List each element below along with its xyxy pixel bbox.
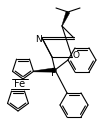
Polygon shape	[62, 11, 70, 26]
Text: Fe: Fe	[14, 79, 26, 89]
Text: P: P	[51, 68, 57, 78]
Text: N: N	[35, 35, 41, 45]
Polygon shape	[33, 68, 55, 72]
Text: O: O	[72, 52, 80, 61]
